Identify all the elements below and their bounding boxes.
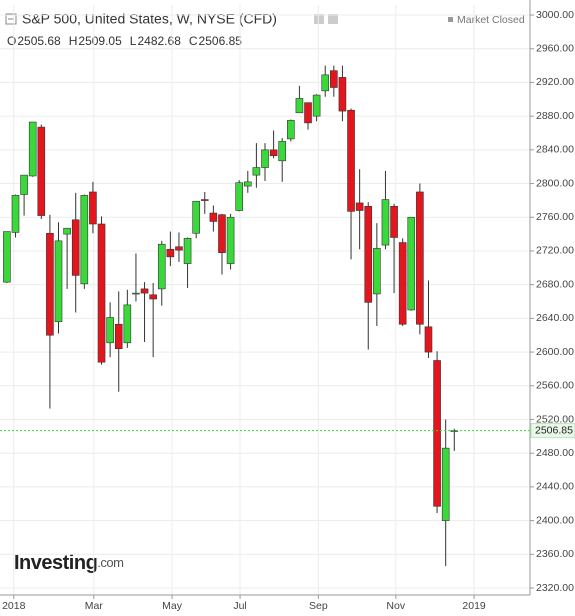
candle-body: [46, 232, 54, 336]
x-tick-label: May: [162, 600, 183, 612]
candle-body: [398, 242, 407, 325]
y-tick-label: 2440.00: [536, 481, 574, 493]
candle-body: [243, 181, 252, 187]
candle-body: [11, 195, 20, 233]
x-tick-label: Mar: [85, 600, 104, 612]
candle-body: [226, 216, 235, 264]
candle-body: [209, 212, 218, 222]
candle-body: [157, 243, 166, 290]
candle-body: [295, 98, 304, 114]
logo-suffix: .com: [97, 555, 123, 570]
ohlc-label: L: [130, 34, 137, 48]
x-tick-label: Jul: [233, 600, 246, 612]
y-tick-label: 2800.00: [536, 177, 574, 189]
x-tick-label: 2019: [462, 600, 486, 612]
last-price-box: [530, 423, 575, 439]
y-tick-label: 2400.00: [536, 514, 574, 526]
y-tick-label: 2840.00: [536, 144, 574, 156]
candle-body: [114, 323, 123, 350]
candle-body: [97, 223, 106, 363]
candle-body: [71, 219, 80, 276]
y-tick-label: 2920.00: [536, 76, 574, 88]
ohlc-label: O: [7, 34, 16, 48]
candle-body: [132, 292, 140, 295]
candle-body: [175, 246, 183, 251]
candle-body: [287, 120, 295, 140]
candle-body: [106, 317, 114, 344]
candle-body: [3, 231, 11, 283]
ohlc-value: 2505.68: [17, 34, 61, 48]
candle-body: [235, 182, 243, 211]
y-tick-label: 2720.00: [536, 245, 574, 257]
chart-title: S&P 500, United States, W, NYSE (CFD): [22, 11, 277, 27]
y-tick-label: 2760.00: [536, 211, 574, 223]
y-tick-label: 2960.00: [536, 43, 574, 55]
y-tick-label: 2360.00: [536, 548, 574, 560]
status-dot: [448, 17, 453, 22]
candle-body: [63, 227, 71, 235]
y-tick-label: 2600.00: [536, 346, 574, 358]
y-tick-label: 2520.00: [536, 413, 574, 425]
candle-body: [261, 149, 269, 168]
candle-body: [269, 149, 278, 157]
candle-body: [312, 94, 321, 117]
candle-body: [278, 141, 287, 162]
y-tick-label: 2880.00: [536, 110, 574, 122]
candle-body: [381, 199, 390, 246]
candle-body: [416, 191, 424, 325]
candle-body: [252, 167, 261, 176]
ohlc-value: 2509.05: [78, 34, 122, 48]
candle-body: [166, 248, 175, 258]
logo: Investing.com: [14, 552, 123, 574]
candle-body: [183, 238, 192, 264]
candle-body: [200, 199, 209, 201]
y-tick-label: 2640.00: [536, 312, 574, 324]
candle-body: [321, 74, 330, 92]
candle-body: [80, 195, 89, 285]
market-status: Market Closed: [457, 14, 525, 26]
y-tick-label: 2480.00: [536, 447, 574, 459]
candle-body: [54, 240, 63, 323]
candle-body: [355, 202, 364, 211]
candle-body: [304, 102, 312, 124]
candle-body: [28, 121, 37, 177]
candle-body: [390, 206, 398, 238]
candle-body: [347, 109, 355, 212]
ohlc-value: 2506.85: [199, 34, 243, 48]
candle-body: [37, 126, 46, 216]
candle-body: [123, 304, 132, 344]
logo-name: Investing: [14, 552, 97, 574]
x-tick-label: 2018: [2, 600, 26, 612]
y-tick-label: 2680.00: [536, 278, 574, 290]
ohlc-value: 2482.68: [137, 34, 181, 48]
x-tick-label: Nov: [386, 600, 405, 612]
candle-body: [373, 248, 381, 295]
candle-body: [424, 326, 433, 353]
y-tick-label: 3000.00: [536, 9, 574, 21]
y-tick-label: 2320.00: [536, 582, 574, 594]
candle-body: [149, 294, 157, 300]
y-tick-label: 2560.00: [536, 380, 574, 392]
candle-body: [218, 214, 226, 253]
ohlc-label: H: [69, 34, 78, 48]
candle-body: [89, 191, 97, 225]
x-tick-label: Sep: [309, 600, 328, 612]
last-price-label: 2506.85: [535, 424, 573, 436]
candle-body: [192, 200, 200, 234]
candle-body: [140, 288, 149, 294]
candle-body: [364, 206, 373, 303]
ohlc-label: C: [189, 34, 198, 48]
candle-body: [407, 216, 416, 311]
candle-body: [441, 447, 450, 521]
collapse-icon[interactable]: [5, 13, 17, 25]
settings-icon[interactable]: [328, 14, 338, 24]
settings-icon[interactable]: [314, 14, 324, 24]
ohlc-legend: O 2505.68 H 2509.05 L 2482.68 C 2506.85: [7, 34, 242, 48]
candle-body: [330, 70, 338, 88]
candle-body: [433, 360, 441, 507]
candle-body: [20, 174, 28, 195]
candle-body: [338, 77, 347, 112]
